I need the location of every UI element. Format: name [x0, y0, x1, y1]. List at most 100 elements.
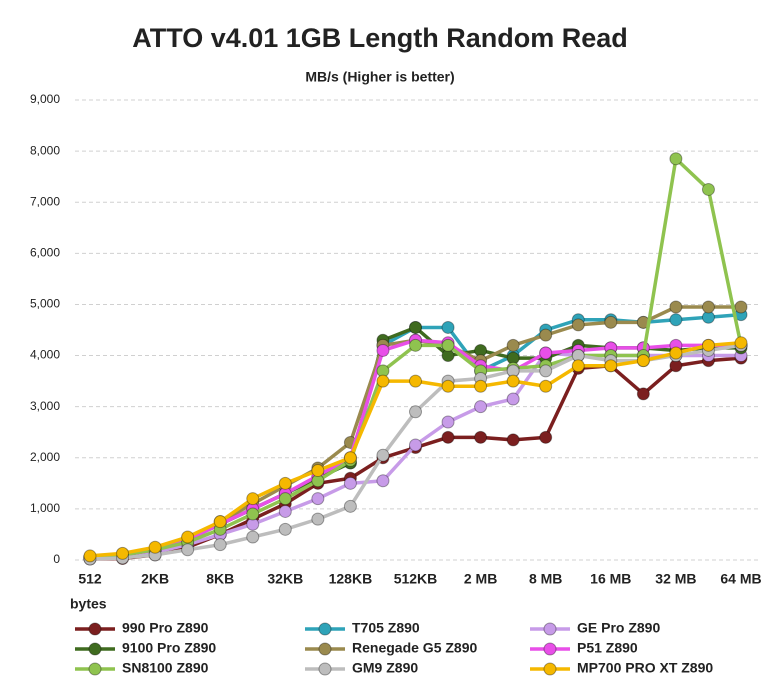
data-point [474, 400, 488, 414]
data-point [604, 315, 618, 329]
data-point [181, 530, 195, 544]
legend-label: MP700 PRO XT Z890 [577, 660, 713, 676]
data-point [376, 374, 390, 388]
legend-label: 990 Pro Z890 [122, 620, 209, 636]
data-point [441, 338, 455, 352]
data-point [343, 476, 357, 490]
data-point [148, 540, 162, 554]
data-point [278, 522, 292, 536]
data-point [539, 379, 553, 393]
data-point [669, 346, 683, 360]
data-point [701, 300, 715, 314]
x-tick-label: 2 MB [464, 571, 497, 587]
legend-swatch-marker [543, 622, 557, 636]
data-point [343, 451, 357, 465]
legend-label: GE Pro Z890 [577, 620, 660, 636]
y-tick-label: 6,000 [30, 246, 60, 260]
data-point [441, 320, 455, 334]
data-point [636, 354, 650, 368]
legend-swatch-marker [88, 662, 102, 676]
data-point [376, 343, 390, 357]
legend-label: P51 Z890 [577, 640, 638, 656]
data-point [246, 530, 260, 544]
legend-swatch-marker [318, 662, 332, 676]
x-tick-label: 16 MB [590, 571, 631, 587]
data-point [669, 300, 683, 314]
data-point [376, 474, 390, 488]
legend-swatch-marker [543, 662, 557, 676]
data-point [636, 387, 650, 401]
legend-label: SN8100 Z890 [122, 660, 209, 676]
data-point [604, 359, 618, 373]
data-point [506, 338, 520, 352]
data-point [701, 338, 715, 352]
x-tick-label: 512KB [394, 571, 438, 587]
y-tick-label: 9,000 [30, 92, 60, 106]
x-tick-label: 32KB [267, 571, 303, 587]
x-tick-label: 8KB [206, 571, 234, 587]
data-point [669, 313, 683, 327]
data-point [701, 182, 715, 196]
x-tick-label: 64 MB [720, 571, 761, 587]
data-point [571, 318, 585, 332]
chart-subtitle: MB/s (Higher is better) [305, 69, 454, 85]
data-point [734, 336, 748, 350]
legend-label: 9100 Pro Z890 [122, 640, 216, 656]
data-point [669, 152, 683, 166]
data-point [441, 415, 455, 429]
legend-swatch-marker [543, 642, 557, 656]
data-point [441, 379, 455, 393]
data-point [311, 464, 325, 478]
legend-swatch-marker [88, 622, 102, 636]
data-point [539, 328, 553, 342]
x-tick-label: 128KB [329, 571, 373, 587]
x-axis-label: bytes [70, 596, 107, 612]
data-point [409, 438, 422, 452]
data-point [278, 504, 292, 518]
legend-label: Renegade G5 Z890 [352, 640, 477, 656]
data-point [311, 512, 325, 526]
legend-swatch-marker [88, 642, 102, 656]
legend-swatch-marker [318, 642, 332, 656]
x-tick-label: 512 [78, 571, 102, 587]
x-tick-label: 8 MB [529, 571, 562, 587]
data-point [571, 359, 585, 373]
data-point [409, 405, 422, 419]
data-point [116, 546, 130, 560]
data-point [506, 392, 520, 406]
y-tick-label: 7,000 [30, 194, 60, 208]
y-tick-label: 0 [53, 552, 60, 566]
y-tick-label: 4,000 [30, 348, 60, 362]
data-point [506, 374, 520, 388]
data-point [246, 507, 260, 521]
y-tick-label: 3,000 [30, 399, 60, 413]
y-tick-label: 8,000 [30, 143, 60, 157]
data-point [539, 430, 553, 444]
data-point [441, 430, 455, 444]
data-point [278, 492, 292, 506]
data-point [343, 499, 357, 513]
data-point [181, 543, 195, 557]
legend-label: T705 Z890 [352, 620, 420, 636]
data-point [376, 448, 390, 462]
y-tick-label: 2,000 [30, 450, 60, 464]
x-tick-label: 2KB [141, 571, 169, 587]
data-point [409, 338, 422, 352]
data-point [213, 515, 227, 529]
x-tick-label: 32 MB [655, 571, 696, 587]
data-point [539, 346, 553, 360]
chart-title: ATTO v4.01 1GB Length Random Read [132, 23, 628, 53]
data-point [539, 364, 553, 378]
y-tick-label: 5,000 [30, 297, 60, 311]
data-point [311, 492, 325, 506]
y-tick-label: 1,000 [30, 501, 60, 515]
data-point [506, 433, 520, 447]
data-point [213, 538, 227, 552]
data-point [474, 430, 488, 444]
data-point [409, 320, 422, 334]
data-point [83, 549, 97, 563]
data-point [474, 379, 488, 393]
legend-label: GM9 Z890 [352, 660, 418, 676]
data-point [409, 374, 422, 388]
